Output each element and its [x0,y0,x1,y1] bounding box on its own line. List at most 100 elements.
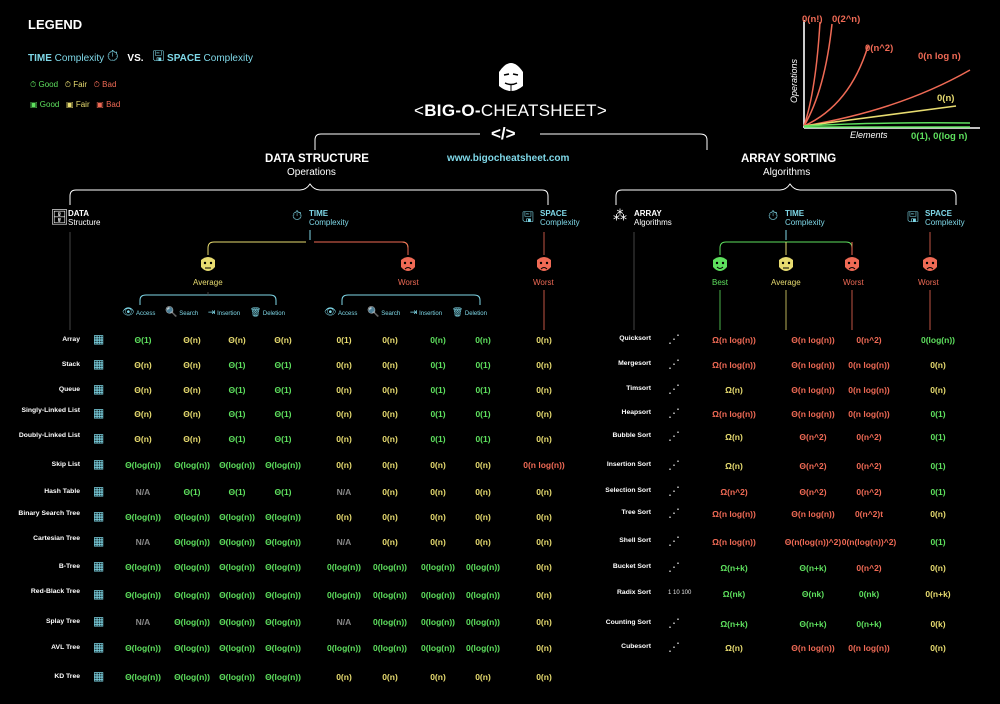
sort-col-space-b: Complexity [925,218,965,227]
sort-cell: 0(n) [930,360,946,370]
sort-cell: Ω(n) [725,461,743,471]
sort-row-label: Bucket Sort [612,563,651,570]
ds-cell: N/A [135,487,151,497]
sort-section-subtitle: Algorithms [763,167,811,178]
trash-icon: 🗑 [249,307,262,317]
ds-cell: 0(log(n)) [373,562,407,572]
ds-col-data: DATA Structure [68,209,100,227]
ds-col-space-b: Complexity [540,218,580,227]
ds-space-worst-label: Worst [533,278,554,287]
sort-cell: 0(n+k) [856,619,882,629]
ds-cell: 0(log(n)) [327,590,361,600]
ds-cell: Θ(log(n)) [125,590,161,600]
ds-cell: Θ(n) [183,434,201,444]
ds-cell: 0(n) [475,335,491,345]
ds-cell: 0(n) [430,672,446,682]
ds-cell: 0(n) [536,409,552,419]
sort-algorithm-icon: ⋰ [668,640,680,654]
ds-structure-icon: ▦ [93,382,105,396]
face-average-sort-icon [779,257,793,271]
ds-cell: 0(n) [475,537,491,547]
ds-section-subtitle: Operations [287,167,336,178]
ds-cell: 0(n) [336,512,352,522]
ds-ops-average: 👁 Access 🔍 Search ⇥ Insertion 🗑 Deletion [122,307,285,318]
ds-average-label: Average [193,278,223,287]
sort-col-array-a: ARRAY [634,209,662,218]
legend-time-keys: ⏱ Good ⏱ Fair ⏱ Bad [30,80,116,90]
ds-cell: 0(n) [475,672,491,682]
ds-cell: Θ(log(n)) [174,672,210,682]
ds-structure-icon: ▦ [93,357,105,371]
ds-cell: 0(log(n)) [373,590,407,600]
face-average-icon [201,257,215,271]
magnifier-icon-2: 🔍 [367,307,380,318]
ds-cell: 0(log(n)) [327,562,361,572]
sort-cell: Ω(nk) [722,589,746,599]
ds-cell: 0(n) [536,562,552,572]
ds-cell: Θ(1) [183,487,201,497]
sort-cell: 0(n) [930,385,946,395]
ds-cell: 0(n) [475,512,491,522]
ds-cell: 0(n) [430,512,446,522]
time-icon: ⏱ [292,208,303,223]
ds-cell: Θ(n) [134,360,152,370]
ds-cell: 0(log(n)) [421,617,455,627]
ds-cell: 0(1) [475,385,491,395]
ds-structure-icon: ▦ [93,614,105,628]
ds-structure-icon: ▦ [93,457,105,471]
sort-algorithm-icon: ⋰ [668,616,680,630]
stopwatch-fair-icon: ⏱ [64,80,71,89]
face-worst-sort-icon [845,257,859,271]
ds-cell: 0(n) [382,460,398,470]
face-worst-icon [401,257,415,271]
face-best-icon [713,257,727,271]
floppy-icon: 🖫 [152,48,165,64]
op-deletion-2: Deletion [464,311,487,317]
ds-cell: 0(n) [536,487,552,497]
sort-algorithm-icon: ⋰ [668,506,680,520]
ds-cell: Θ(n) [134,434,152,444]
curve-quadratic [803,45,869,127]
ds-structure-icon: ▦ [93,559,105,573]
ds-cell: Θ(1) [274,360,292,370]
legend-space-word: SPACE [167,53,201,64]
title-prefix: < [414,101,425,120]
sort-cell: Ω(n log(n)) [712,335,756,345]
legend-time-word: TIME [28,53,52,64]
space-icon: 🖫 [522,209,534,225]
ds-cell: N/A [336,487,352,497]
site-url[interactable]: www.bigocheatsheet.com [447,153,570,164]
ds-section-title: DATA STRUCTURE [265,153,369,165]
graph-label-nlogn: 0(n log n) [918,51,961,62]
title-suffix: > [596,101,608,120]
legend-bad-2: Bad [106,100,121,109]
sort-cell: 0(n^2) [856,432,882,442]
ds-col-time-b: Complexity [309,218,349,227]
ds-cell: 0(n) [382,335,398,345]
ds-cell: N/A [336,537,352,547]
ds-ops-worst: 👁 Access 🔍 Search ⇥ Insertion 🗑 Deletion [324,307,487,318]
ds-col-data-b: Structure [68,218,101,227]
ds-cell: Θ(1) [228,434,246,444]
legend-bad: Bad [102,80,117,89]
magnifier-icon: 🔍 [165,307,178,318]
ds-cell: 0(1) [475,409,491,419]
op-insertion-2: Insertion [419,311,443,317]
ds-cell: 0(n) [536,360,552,370]
sort-cell: Θ(n(log(n))^2) [784,537,842,547]
ds-cell: Θ(log(n)) [174,460,210,470]
ds-structure-icon: ▦ [93,640,105,654]
ds-col-time: TIME Complexity [309,209,349,227]
ds-cell: 0(n) [536,672,552,682]
ds-cell: 0(n) [336,460,352,470]
ds-cell: 0(n) [430,537,446,547]
sort-col-array-b: Algorithms [634,218,672,227]
sort-col-time-b: Complexity [785,218,825,227]
ds-cell: Θ(log(n)) [174,562,210,572]
graph-label-exponential: 0(2^n) [832,14,861,25]
database-icon: 🗄 [50,209,70,226]
ds-cell: Θ(1) [274,385,292,395]
ds-row-label: KD Tree [54,673,80,680]
sort-cell: 0(n^2) [856,461,882,471]
